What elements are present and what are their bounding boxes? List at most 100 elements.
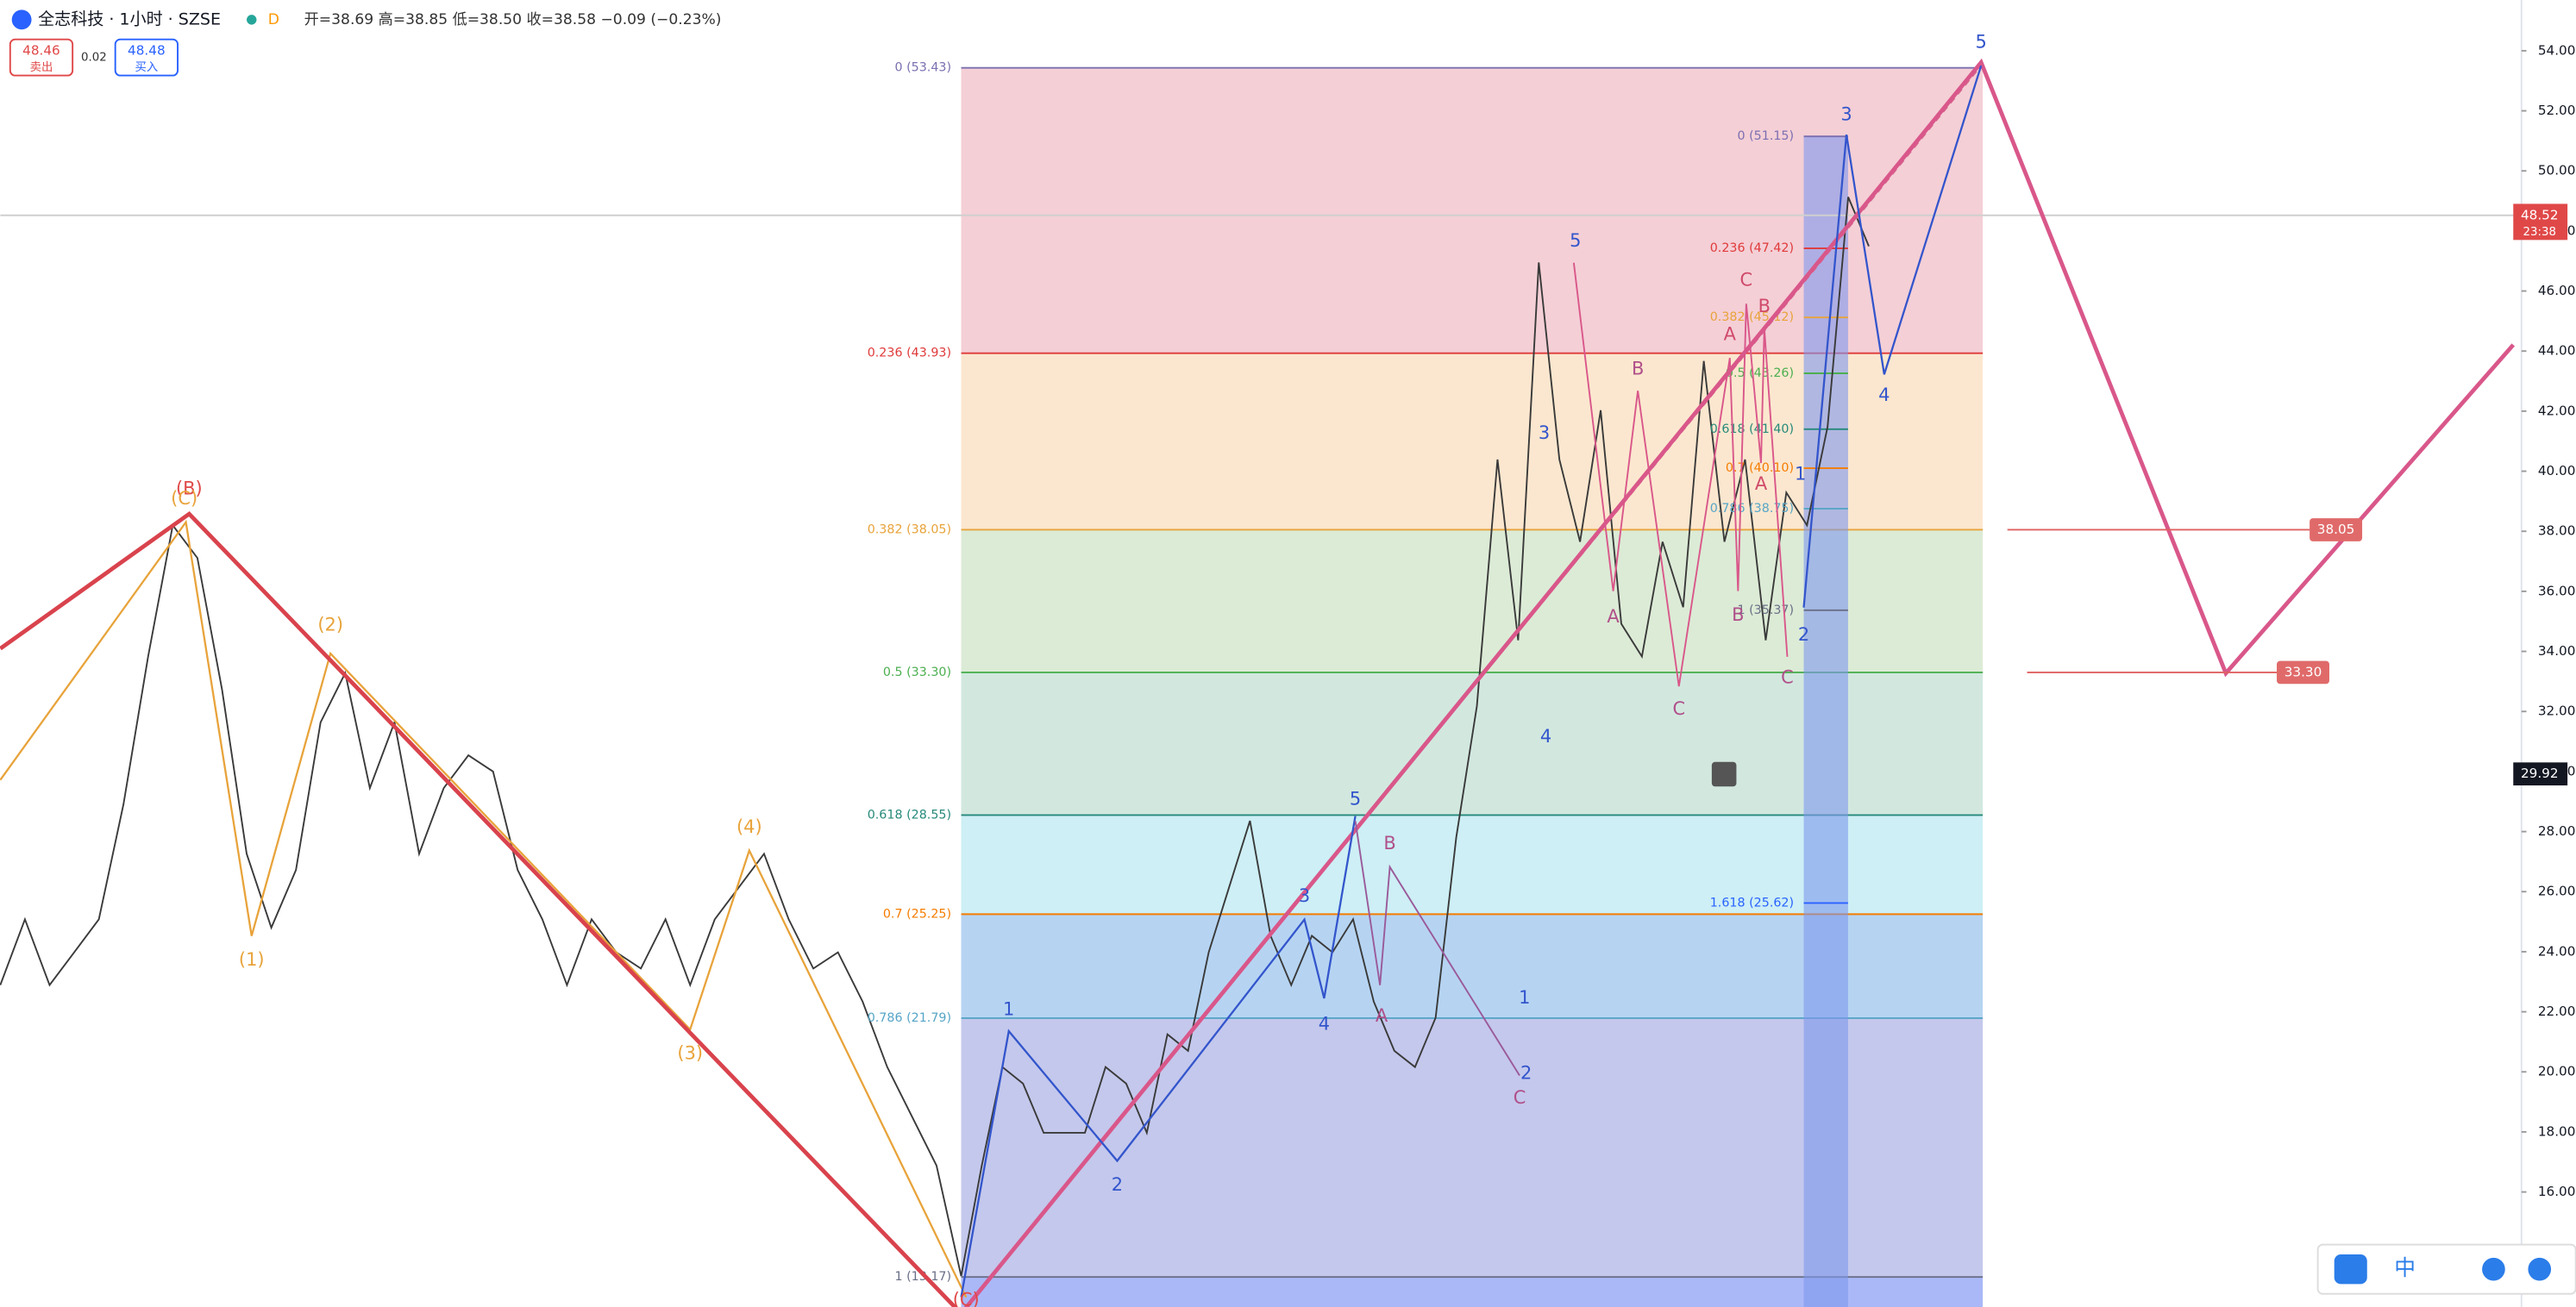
zoom-button[interactable]: [1711, 761, 1737, 787]
target-label: 38.05: [2317, 522, 2355, 537]
y-tick-label: 28.00: [2538, 823, 2576, 839]
wave-label: C: [1740, 270, 1753, 291]
wave-label: C: [1514, 1087, 1526, 1108]
y-tick-label: 40.00: [2538, 463, 2576, 478]
fib2-label: 1.618 (25.62): [1710, 896, 1794, 910]
toolbar-icon[interactable]: [2482, 1257, 2505, 1281]
fib2-column: [1803, 136, 1848, 1307]
fib-label: 0.618 (28.55): [868, 808, 951, 822]
y-tick-label: 18.00: [2538, 1123, 2576, 1139]
wave-label: 3: [1539, 422, 1550, 443]
price-line: [0, 197, 1870, 1277]
fib-label: 0.236 (43.93): [868, 347, 951, 360]
logo: [11, 9, 32, 30]
wave-label: (B): [176, 478, 203, 499]
buy-price: 48.48: [128, 43, 166, 59]
fib2-label: 0.236 (47.42): [1710, 241, 1794, 255]
fib-label: 0 (53.43): [894, 61, 951, 75]
wave-label: 2: [1520, 1063, 1532, 1084]
toolbar-icon[interactable]: [2528, 1257, 2552, 1281]
y-tick-label: 44.00: [2538, 343, 2576, 359]
last-price-tag: [2513, 203, 2568, 241]
wave-label: 1: [1003, 998, 1014, 1019]
wave-label: B: [1632, 359, 1644, 379]
fib2-label: 1 (35.37): [1737, 603, 1794, 617]
wave-label: C: [1781, 667, 1794, 688]
wave-line: [1802, 65, 1983, 608]
background: [0, 66, 2522, 1307]
symbol: 全志科技 · 1小时 · SZSE: [38, 9, 221, 28]
wave-label: 3: [1840, 103, 1852, 124]
fib2-label: 0.5 (43.26): [1726, 366, 1794, 380]
wave-label: 4: [1319, 1013, 1330, 1034]
y-tick-label: 54.00: [2538, 42, 2576, 58]
target-label: 33.30: [2285, 664, 2322, 679]
wave-label: C: [1672, 698, 1685, 719]
wave-label: (2): [317, 615, 343, 635]
fib2-label: 0.618 (41.40): [1710, 422, 1794, 436]
target-tag: [2277, 660, 2329, 685]
fib2-label: 0.7 (40.10): [1726, 461, 1794, 475]
wave-label: A: [1607, 606, 1620, 627]
y-tick-label: 46.00: [2538, 283, 2576, 298]
wave-label: (3): [677, 1043, 703, 1064]
y-tick-label: 36.00: [2538, 583, 2576, 598]
y-tick-label: 32.00: [2538, 704, 2576, 719]
wave-label: B: [1732, 604, 1744, 625]
wave-line: [1354, 821, 1520, 1076]
y-tick-label: 26.00: [2538, 884, 2576, 899]
wave-label: 2: [1112, 1174, 1123, 1195]
fib2-label: 0.382 (45.12): [1710, 310, 1794, 324]
sell-price: 48.46: [22, 43, 60, 59]
y-tick-label: 34.00: [2538, 643, 2576, 659]
wave-label: 5: [1350, 789, 1361, 810]
wave-label: 5: [1976, 32, 1987, 53]
wave-line: [0, 510, 958, 1307]
status-dot: [247, 15, 257, 25]
y-tick-label: 16.00: [2538, 1184, 2576, 1199]
y-tick-label: 24.00: [2538, 943, 2576, 959]
crosshair-tag: [2513, 762, 2568, 786]
y-tick-label: 38.00: [2538, 523, 2576, 539]
y-tick-label: 42.00: [2538, 403, 2576, 418]
ime-mode[interactable]: 中: [2394, 1255, 2416, 1280]
fib-label: 0.7 (25.25): [883, 907, 951, 921]
ohlc: 开=38.69 高=38.85 低=38.50 收=38.58 −0.09 (−…: [304, 11, 722, 28]
wave-line: [963, 58, 2516, 1307]
wave-label: (1): [239, 949, 265, 970]
sell-button[interactable]: [9, 38, 74, 77]
wave-line: [1572, 262, 1789, 687]
wave-label: 4: [1878, 385, 1890, 405]
wave-line: [960, 816, 1357, 1298]
sell-label: 卖出: [30, 60, 53, 74]
wave-label: 5: [1570, 230, 1581, 251]
fib-label: 0.382 (38.05): [868, 522, 951, 536]
wave-label: 2: [1798, 624, 1809, 645]
buy-button[interactable]: [114, 38, 179, 77]
countdown: 23:38: [2523, 226, 2556, 239]
toolbar: 中: [2316, 1243, 2576, 1295]
last-price-label: 48.52: [2521, 207, 2559, 222]
wave-label: 4: [1540, 726, 1551, 747]
wave-label: 3: [1299, 885, 1310, 906]
du-icon[interactable]: [2334, 1254, 2367, 1285]
fib-label: 0.5 (33.30): [883, 666, 951, 679]
wave-label: (C): [171, 488, 197, 509]
wave-label: (4): [736, 816, 762, 837]
header: 全志科技 · 1小时 · SZSE D 开=38.69 高=38.85 低=38…: [9, 9, 722, 77]
fib2-label: 0.786 (38.75): [1710, 502, 1794, 516]
badge: D: [268, 11, 279, 28]
wave-label: B: [1758, 296, 1771, 316]
y-tick-label: 20.00: [2538, 1064, 2576, 1079]
y-tick-label: 52.00: [2538, 103, 2576, 118]
wave-line: [0, 519, 968, 1298]
y-tick-label: 22.00: [2538, 1004, 2576, 1019]
wave-label: 1: [1519, 987, 1530, 1008]
target-tag: [2310, 518, 2363, 541]
wave-label: B: [1383, 833, 1395, 854]
wave-label: A: [1376, 1005, 1388, 1026]
buy-label: 买入: [135, 60, 159, 74]
